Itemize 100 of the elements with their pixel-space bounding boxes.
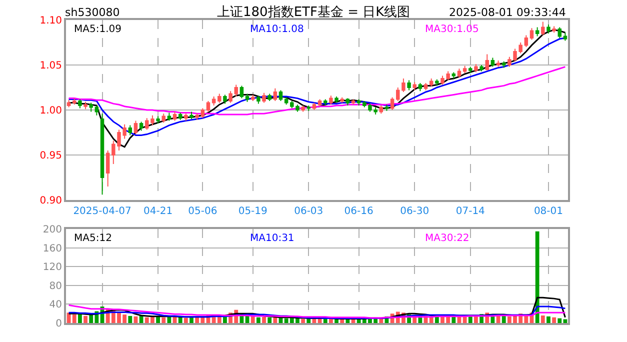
line-series (68, 66, 566, 116)
candlestick (134, 120, 138, 135)
candlestick (390, 96, 394, 110)
candlestick (412, 82, 416, 91)
text: MA10:1.08 (250, 24, 304, 35)
text: MA30:22 (425, 233, 470, 244)
candlestick (145, 118, 149, 130)
bar (546, 316, 550, 323)
bar (535, 231, 540, 323)
x-tick-label: 2025-04-07 (73, 206, 132, 217)
x-tick-label: 05-19 (238, 206, 268, 217)
y-tick-label: 0.95 (40, 150, 62, 162)
candlestick (552, 26, 556, 34)
bar (268, 317, 272, 323)
bar (184, 318, 188, 323)
candlestick (379, 105, 384, 114)
candlestick (172, 111, 177, 122)
candlestick (490, 57, 495, 68)
x-tick-label: 08-01 (534, 206, 564, 217)
candlestick (324, 98, 328, 106)
bar (156, 316, 160, 323)
bar (262, 316, 266, 323)
x-tick-label: 06-03 (294, 206, 324, 217)
candlestick (384, 104, 389, 112)
candlestick (435, 78, 439, 86)
candlestick (167, 112, 172, 122)
chart-title: 上证180指数ETF基金 = 日K线图 (217, 5, 410, 20)
bar (250, 316, 255, 323)
y-tick-label: 1.10 (40, 16, 62, 26)
text: MA30:1.05 (425, 24, 479, 35)
candlestick (546, 24, 550, 34)
candlestick (351, 98, 356, 106)
bar (178, 317, 182, 323)
candlestick (524, 34, 528, 48)
bar (558, 318, 562, 323)
candlestick (468, 66, 472, 74)
candlestick (563, 32, 568, 42)
x-tick-label: 04-21 (144, 206, 173, 217)
candlestick (250, 94, 255, 102)
text: MA10:31 (250, 233, 294, 244)
bar (162, 317, 166, 323)
candlestick (128, 124, 132, 136)
candlestick (530, 28, 534, 40)
candlestick (541, 21, 545, 36)
candlestick (262, 92, 266, 104)
bar (502, 316, 506, 323)
bar (72, 314, 76, 323)
y-tick-label: 200 (42, 224, 62, 236)
candlestick (318, 98, 322, 107)
candlestick (558, 26, 562, 38)
candlestick (312, 102, 316, 110)
bar (552, 317, 556, 323)
candlestick (156, 116, 160, 124)
candlestick (424, 82, 428, 91)
candlestick (346, 98, 350, 106)
x-tick-label: 06-30 (400, 206, 430, 217)
candlestick (150, 114, 154, 126)
x-tick-label: 06-16 (344, 206, 374, 217)
candlestick (452, 72, 456, 79)
candlestick (273, 88, 278, 102)
candlestick (106, 150, 110, 187)
candlestick (407, 80, 411, 91)
bar (328, 318, 333, 323)
text: MA5:12 (74, 233, 112, 244)
candlestick (139, 121, 144, 132)
candlestick (496, 60, 500, 68)
y-tick-label: 0.90 (40, 196, 62, 206)
candlestick (418, 82, 422, 92)
candlestick (94, 105, 99, 116)
candlestick (190, 111, 194, 120)
candlestick (462, 65, 467, 74)
candlestick (200, 108, 205, 119)
candlestick (306, 105, 310, 112)
candlestick (66, 100, 71, 108)
y-tick-label: 40 (49, 300, 62, 311)
y-tick-label: 80 (49, 280, 62, 292)
candlestick (502, 60, 506, 68)
bar (468, 316, 472, 323)
candlestick (485, 54, 489, 71)
y-tick-label: 160 (42, 243, 62, 254)
bar (256, 317, 260, 323)
candlestick (206, 100, 210, 112)
candlestick (340, 96, 344, 104)
candlestick (184, 113, 188, 122)
candlestick (474, 64, 478, 73)
candlestick (429, 78, 434, 88)
y-tick-label: 120 (42, 262, 62, 274)
candlestick (329, 95, 333, 106)
candlestick (228, 90, 232, 104)
y-tick-label: 1.00 (40, 106, 62, 116)
candlestick (535, 26, 540, 37)
candlestick (480, 64, 484, 72)
candlestick (245, 93, 250, 102)
candlestick (178, 112, 182, 120)
candlestick (268, 93, 272, 102)
candlestick (301, 105, 305, 112)
bar (139, 315, 144, 323)
candlestick (89, 102, 93, 112)
text: MA5:1.09 (74, 24, 122, 35)
bar (190, 316, 194, 323)
